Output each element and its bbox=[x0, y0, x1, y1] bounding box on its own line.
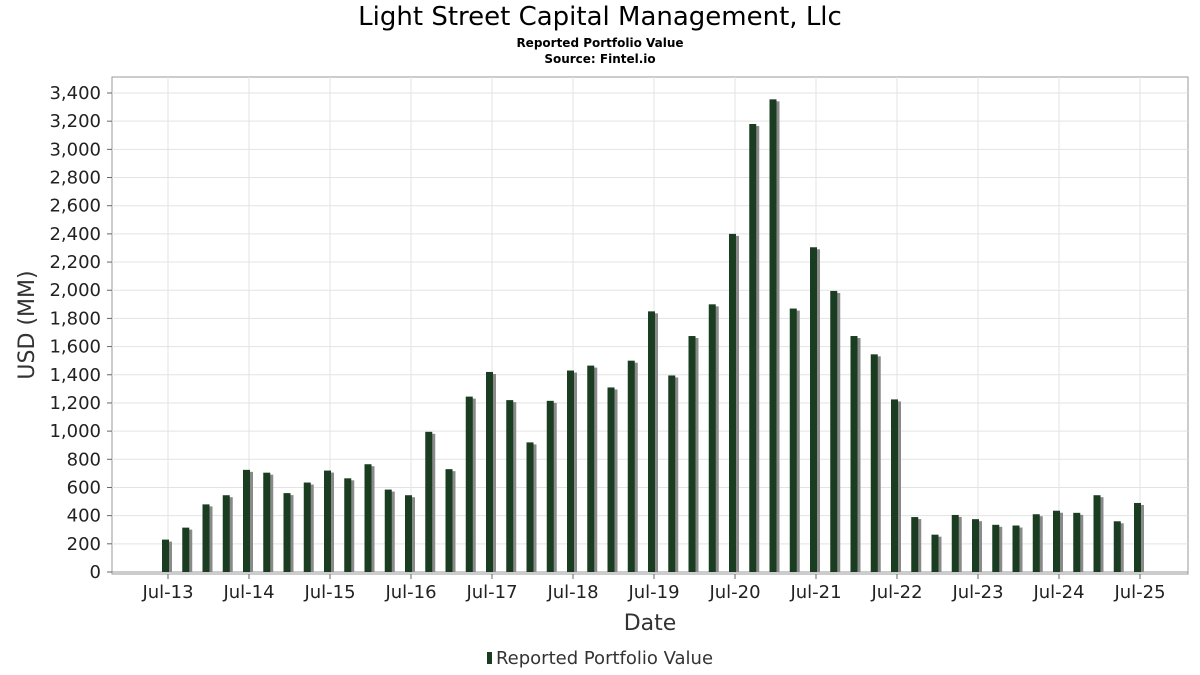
y-tick-label: 2,000 bbox=[49, 280, 101, 301]
bar bbox=[1073, 512, 1081, 572]
y-tick-label: 1,200 bbox=[49, 393, 101, 414]
x-tick-label: Jul-20 bbox=[708, 582, 760, 603]
y-tick-label: 3,200 bbox=[49, 111, 101, 132]
x-axis-label: Date bbox=[624, 611, 677, 636]
x-tick-label: Jul-18 bbox=[546, 582, 598, 603]
bar bbox=[972, 519, 979, 572]
bar bbox=[992, 524, 1000, 572]
bar bbox=[749, 123, 757, 573]
bar bbox=[283, 493, 291, 572]
bar bbox=[364, 464, 372, 572]
x-tick-label: Jul-22 bbox=[870, 582, 922, 603]
bar bbox=[567, 370, 574, 572]
bar bbox=[668, 375, 676, 572]
x-axis-ticks: Jul-13 Jul-14 Jul-15 Jul-16 Jul-17 Jul-18 Jul-… bbox=[141, 574, 1166, 603]
bar bbox=[607, 387, 615, 572]
bar bbox=[627, 360, 635, 572]
y-tick-label: 400 bbox=[67, 506, 101, 527]
bar bbox=[486, 371, 493, 572]
x-tick-label: Jul-25 bbox=[1113, 582, 1165, 603]
bar bbox=[405, 495, 412, 572]
bar bbox=[546, 400, 554, 572]
bar bbox=[445, 469, 453, 572]
bar bbox=[526, 442, 534, 572]
bar bbox=[708, 304, 716, 572]
y-tick-label: 800 bbox=[67, 449, 101, 470]
y-axis-label: USD (MM) bbox=[15, 270, 40, 379]
bar bbox=[465, 396, 473, 572]
y-tick-label: 1,000 bbox=[49, 421, 101, 442]
y-tick-label: 1,400 bbox=[49, 365, 101, 386]
bar bbox=[951, 514, 959, 572]
y-tick-label: 2,800 bbox=[49, 168, 101, 189]
y-tick-label: 0 bbox=[90, 562, 101, 583]
bar bbox=[850, 336, 858, 572]
bar bbox=[202, 504, 210, 572]
bar bbox=[830, 290, 838, 572]
bar bbox=[789, 308, 797, 572]
bar bbox=[769, 99, 777, 572]
bar bbox=[243, 469, 250, 572]
y-tick-label: 2,600 bbox=[49, 196, 101, 217]
x-tick-label: Jul-24 bbox=[1032, 582, 1084, 603]
bar bbox=[506, 400, 514, 572]
y-tick-label: 600 bbox=[67, 477, 101, 498]
y-tick-label: 1,800 bbox=[49, 308, 101, 329]
bar bbox=[1093, 495, 1101, 572]
bar bbox=[182, 527, 190, 572]
bar bbox=[810, 247, 817, 572]
y-tick-label: 200 bbox=[67, 534, 101, 555]
x-tick-label: Jul-17 bbox=[465, 582, 517, 603]
bar bbox=[911, 517, 919, 572]
bar bbox=[303, 482, 311, 572]
x-tick-label: Jul-16 bbox=[384, 582, 436, 603]
y-tick-label: 2,200 bbox=[49, 252, 101, 273]
bar bbox=[1053, 510, 1060, 572]
x-tick-label: Jul-13 bbox=[141, 582, 193, 603]
bar bbox=[729, 233, 736, 572]
bar bbox=[222, 495, 230, 572]
bar bbox=[1032, 514, 1040, 572]
bar bbox=[870, 354, 878, 572]
y-tick-label: 1,600 bbox=[49, 337, 101, 358]
bar bbox=[587, 365, 595, 572]
bar bbox=[688, 336, 696, 572]
bar bbox=[648, 311, 655, 572]
y-axis-ticks: 0 200 400 600 800 1,000 1,200 1,400 1,600 1,800 2,… bbox=[49, 83, 112, 583]
chart-title: Light Street Capital Management, Llc bbox=[358, 2, 842, 32]
bar bbox=[1113, 521, 1121, 572]
x-tick-label: Jul-21 bbox=[789, 582, 841, 603]
x-tick-label: Jul-23 bbox=[951, 582, 1003, 603]
x-tick-label: Jul-15 bbox=[303, 582, 355, 603]
bar bbox=[384, 489, 392, 572]
legend: Reported Portfolio Value bbox=[0, 648, 1200, 669]
bar bbox=[263, 472, 271, 572]
chart-subtitle: Reported Portfolio Value bbox=[516, 36, 684, 50]
bar bbox=[324, 470, 331, 572]
y-tick-label: 2,400 bbox=[49, 224, 101, 245]
legend-swatch bbox=[486, 652, 492, 664]
bar bbox=[1012, 525, 1020, 572]
y-tick-label: 3,000 bbox=[49, 139, 101, 160]
bar bbox=[1134, 502, 1141, 572]
bars-group bbox=[162, 99, 1144, 573]
bar bbox=[425, 431, 433, 572]
legend-label: Reported Portfolio Value bbox=[495, 648, 714, 669]
x-tick-label: Jul-19 bbox=[627, 582, 679, 603]
bar bbox=[931, 534, 939, 572]
y-tick-label: 3,400 bbox=[49, 83, 101, 104]
bar bbox=[891, 399, 898, 572]
bar bbox=[344, 478, 352, 572]
x-tick-label: Jul-14 bbox=[222, 582, 274, 603]
chart-source: Source: Fintel.io bbox=[544, 52, 656, 66]
bar bbox=[162, 539, 169, 572]
